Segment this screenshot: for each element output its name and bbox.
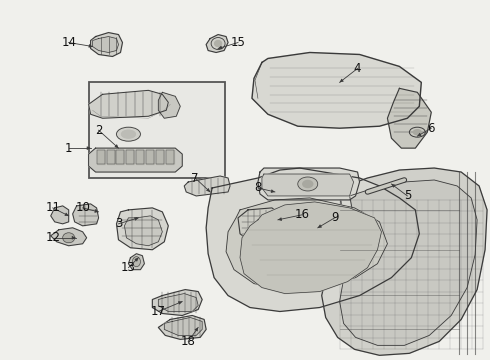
Polygon shape — [206, 168, 419, 311]
Polygon shape — [124, 216, 162, 246]
Ellipse shape — [63, 233, 74, 243]
Bar — [147, 150, 154, 164]
Polygon shape — [89, 90, 168, 118]
Ellipse shape — [117, 127, 141, 141]
Polygon shape — [158, 92, 180, 118]
Text: 2: 2 — [95, 124, 102, 137]
Text: 12: 12 — [45, 231, 60, 244]
Text: 7: 7 — [192, 171, 199, 185]
Polygon shape — [240, 202, 382, 293]
Text: 10: 10 — [75, 201, 90, 215]
Polygon shape — [252, 53, 421, 128]
Bar — [126, 150, 134, 164]
Text: 6: 6 — [428, 122, 435, 135]
Polygon shape — [158, 293, 198, 311]
Ellipse shape — [409, 127, 425, 137]
Text: 9: 9 — [331, 211, 339, 224]
Polygon shape — [184, 176, 230, 196]
Ellipse shape — [215, 41, 221, 46]
Polygon shape — [89, 148, 182, 172]
Text: 14: 14 — [61, 36, 76, 49]
Ellipse shape — [211, 37, 225, 50]
Ellipse shape — [303, 180, 313, 188]
Polygon shape — [152, 289, 202, 315]
Polygon shape — [226, 198, 388, 289]
Text: 17: 17 — [151, 305, 166, 318]
Bar — [156, 150, 164, 164]
Text: 3: 3 — [115, 217, 122, 230]
Text: 11: 11 — [45, 201, 60, 215]
Polygon shape — [158, 315, 206, 339]
Text: 1: 1 — [65, 141, 73, 155]
Bar — [117, 150, 124, 164]
Polygon shape — [51, 206, 69, 224]
Ellipse shape — [132, 257, 141, 267]
Polygon shape — [73, 204, 98, 226]
Text: 5: 5 — [404, 189, 411, 202]
Bar — [136, 150, 145, 164]
Polygon shape — [91, 32, 122, 57]
Polygon shape — [51, 228, 87, 246]
Polygon shape — [388, 88, 431, 148]
Ellipse shape — [122, 130, 135, 138]
Text: 16: 16 — [294, 208, 309, 221]
Text: 4: 4 — [354, 62, 361, 75]
Bar — [147, 150, 154, 164]
Polygon shape — [322, 168, 487, 355]
Polygon shape — [340, 180, 477, 345]
Polygon shape — [128, 254, 145, 270]
Text: 8: 8 — [254, 181, 262, 194]
Polygon shape — [164, 318, 202, 336]
Bar — [97, 150, 104, 164]
Polygon shape — [93, 37, 119, 53]
Polygon shape — [262, 174, 354, 196]
Text: 18: 18 — [181, 335, 196, 348]
Bar — [136, 150, 145, 164]
Polygon shape — [117, 208, 168, 250]
Bar — [166, 150, 174, 164]
Text: 15: 15 — [231, 36, 245, 49]
Bar — [106, 150, 115, 164]
Bar — [97, 150, 104, 164]
Polygon shape — [206, 35, 228, 53]
Bar — [156, 150, 164, 164]
Text: 13: 13 — [121, 261, 136, 274]
Bar — [89, 82, 225, 178]
Bar — [106, 150, 115, 164]
Bar — [117, 150, 124, 164]
Bar — [126, 150, 134, 164]
Polygon shape — [258, 168, 360, 200]
Ellipse shape — [298, 177, 318, 191]
Bar — [166, 150, 174, 164]
Ellipse shape — [414, 130, 421, 135]
Polygon shape — [238, 208, 282, 240]
